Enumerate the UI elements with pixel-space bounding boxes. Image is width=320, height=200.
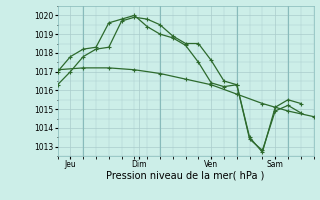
X-axis label: Pression niveau de la mer( hPa ): Pression niveau de la mer( hPa ) xyxy=(107,171,265,181)
